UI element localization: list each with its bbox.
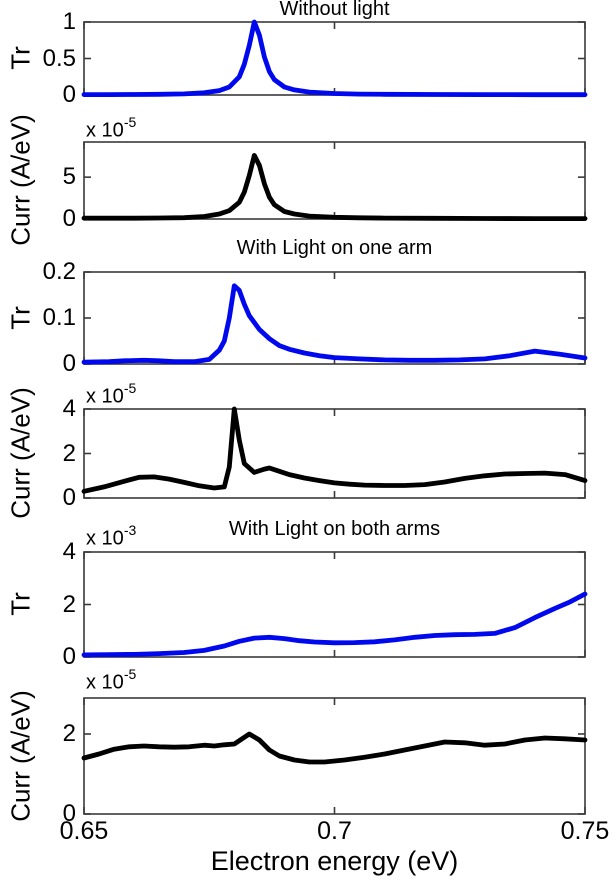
subplot3-axes xyxy=(81,271,588,365)
subplot6-axes xyxy=(81,697,588,815)
transmission-curve-subplot3 xyxy=(81,283,588,365)
current-curve-subplot4 xyxy=(81,406,588,494)
subplot1-axes xyxy=(81,19,588,98)
scale-mantissa: x 10 xyxy=(86,119,124,142)
subplot5-axes xyxy=(81,551,588,658)
axes-box xyxy=(83,141,586,220)
y-tick-label: 2 xyxy=(62,439,76,467)
y-tick-label: 0 xyxy=(62,350,76,377)
x-tick-label: 0.75 xyxy=(560,817,610,845)
axes-box xyxy=(83,271,586,365)
current-curve-subplot6 xyxy=(81,731,588,765)
subplot3-title: With Light on one arm xyxy=(236,237,433,259)
scale-exponent: -5 xyxy=(123,666,137,682)
y-tick-label: 2 xyxy=(62,590,76,618)
scale-mantissa: x 10 xyxy=(86,385,124,408)
scale-exponent: -3 xyxy=(123,522,137,538)
subplot6-scale-label: x 10-5 xyxy=(86,666,136,693)
y-tick-label: 0.1 xyxy=(42,304,76,331)
transmission-curve-subplot5 xyxy=(81,591,588,658)
y-tick-label: 0 xyxy=(62,81,76,108)
y-tick-label: 1 xyxy=(62,8,76,35)
x-tick-label: 0.65 xyxy=(59,817,109,845)
subplot1-title: Without light xyxy=(279,0,390,20)
scale-mantissa: x 10 xyxy=(86,527,124,550)
scale-exponent: -5 xyxy=(123,380,137,396)
axes-box xyxy=(83,21,586,96)
subplot4-scale-label: x 10-5 xyxy=(86,380,136,407)
scale-mantissa: x 10 xyxy=(86,671,124,694)
subplot5-title: With Light on both arms xyxy=(228,518,441,540)
subplot2-scale-label: x 10-5 xyxy=(86,114,136,141)
y-tick-label: 0.2 xyxy=(42,258,76,285)
y-tick-label: 0 xyxy=(62,205,76,232)
y-tick-label: 2 xyxy=(62,720,76,747)
y-tick-label: 4 xyxy=(62,395,76,422)
subplot5-scale-label: x 10-3 xyxy=(86,522,136,549)
subplot4-axes xyxy=(81,406,588,499)
y-tick-label: 5 xyxy=(62,163,76,191)
current-curve-subplot2 xyxy=(81,153,588,221)
axes-box xyxy=(83,697,586,815)
y-tick-label: 0 xyxy=(62,484,76,511)
y-tick-label: 4 xyxy=(62,538,76,565)
y-tick-label: 0.5 xyxy=(42,44,76,72)
scale-exponent: -5 xyxy=(123,114,137,130)
x-tick-label: 0.7 xyxy=(317,817,352,845)
y-tick-label: 0 xyxy=(62,643,76,670)
y-tick-label: 0 xyxy=(62,800,76,827)
subplot2-axes xyxy=(81,141,588,221)
x-axis-label: Electron energy (eV) xyxy=(210,846,459,876)
transmission-curve-subplot1 xyxy=(81,19,588,98)
